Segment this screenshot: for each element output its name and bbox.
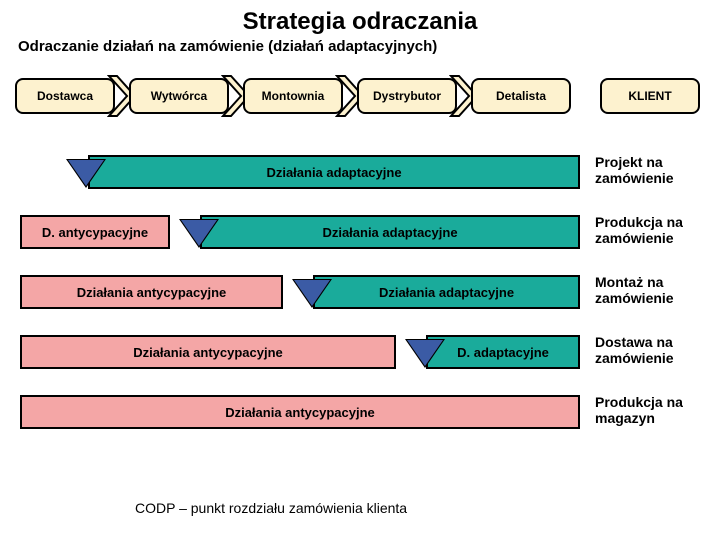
adaptacyjne-bar: Działania adaptacyjne	[88, 155, 580, 189]
adaptacyjne-bar: Działania adaptacyjne	[313, 275, 580, 309]
row-label: Projekt nazamówienie	[595, 154, 674, 186]
adaptacyjne-bar: Działania adaptacyjne	[200, 215, 580, 249]
chain-box: Dystrybutor	[357, 78, 457, 114]
page-title: Strategia odraczania	[0, 0, 720, 38]
antycypacyjne-bar: D. antycypacyjne	[20, 215, 170, 249]
antycypacyjne-bar: Działania antycypacyjne	[20, 395, 580, 429]
row-label: Montaż nazamówienie	[595, 274, 674, 306]
chain-box: Dostawca	[15, 78, 115, 114]
footer-note: CODP – punkt rozdziału zamówienia klient…	[135, 500, 407, 516]
chain-box: Montownia	[243, 78, 343, 114]
klient-box: KLIENT	[600, 78, 700, 114]
codp-marker-icon	[294, 280, 330, 306]
antycypacyjne-bar: Działania antycypacyjne	[20, 335, 396, 369]
codp-marker-icon	[181, 220, 217, 246]
codp-marker-icon	[68, 160, 104, 186]
row-label: Produkcja namagazyn	[595, 394, 683, 426]
adaptacyjne-bar: D. adaptacyjne	[426, 335, 580, 369]
row-label: Produkcja nazamówienie	[595, 214, 683, 246]
chain-box: Detalista	[471, 78, 571, 114]
chain-box: Wytwórca	[129, 78, 229, 114]
codp-marker-icon	[407, 340, 443, 366]
page-subtitle: Odraczanie działań na zamówienie (działa…	[0, 38, 720, 63]
antycypacyjne-bar: Działania antycypacyjne	[20, 275, 283, 309]
row-label: Dostawa nazamówienie	[595, 334, 674, 366]
